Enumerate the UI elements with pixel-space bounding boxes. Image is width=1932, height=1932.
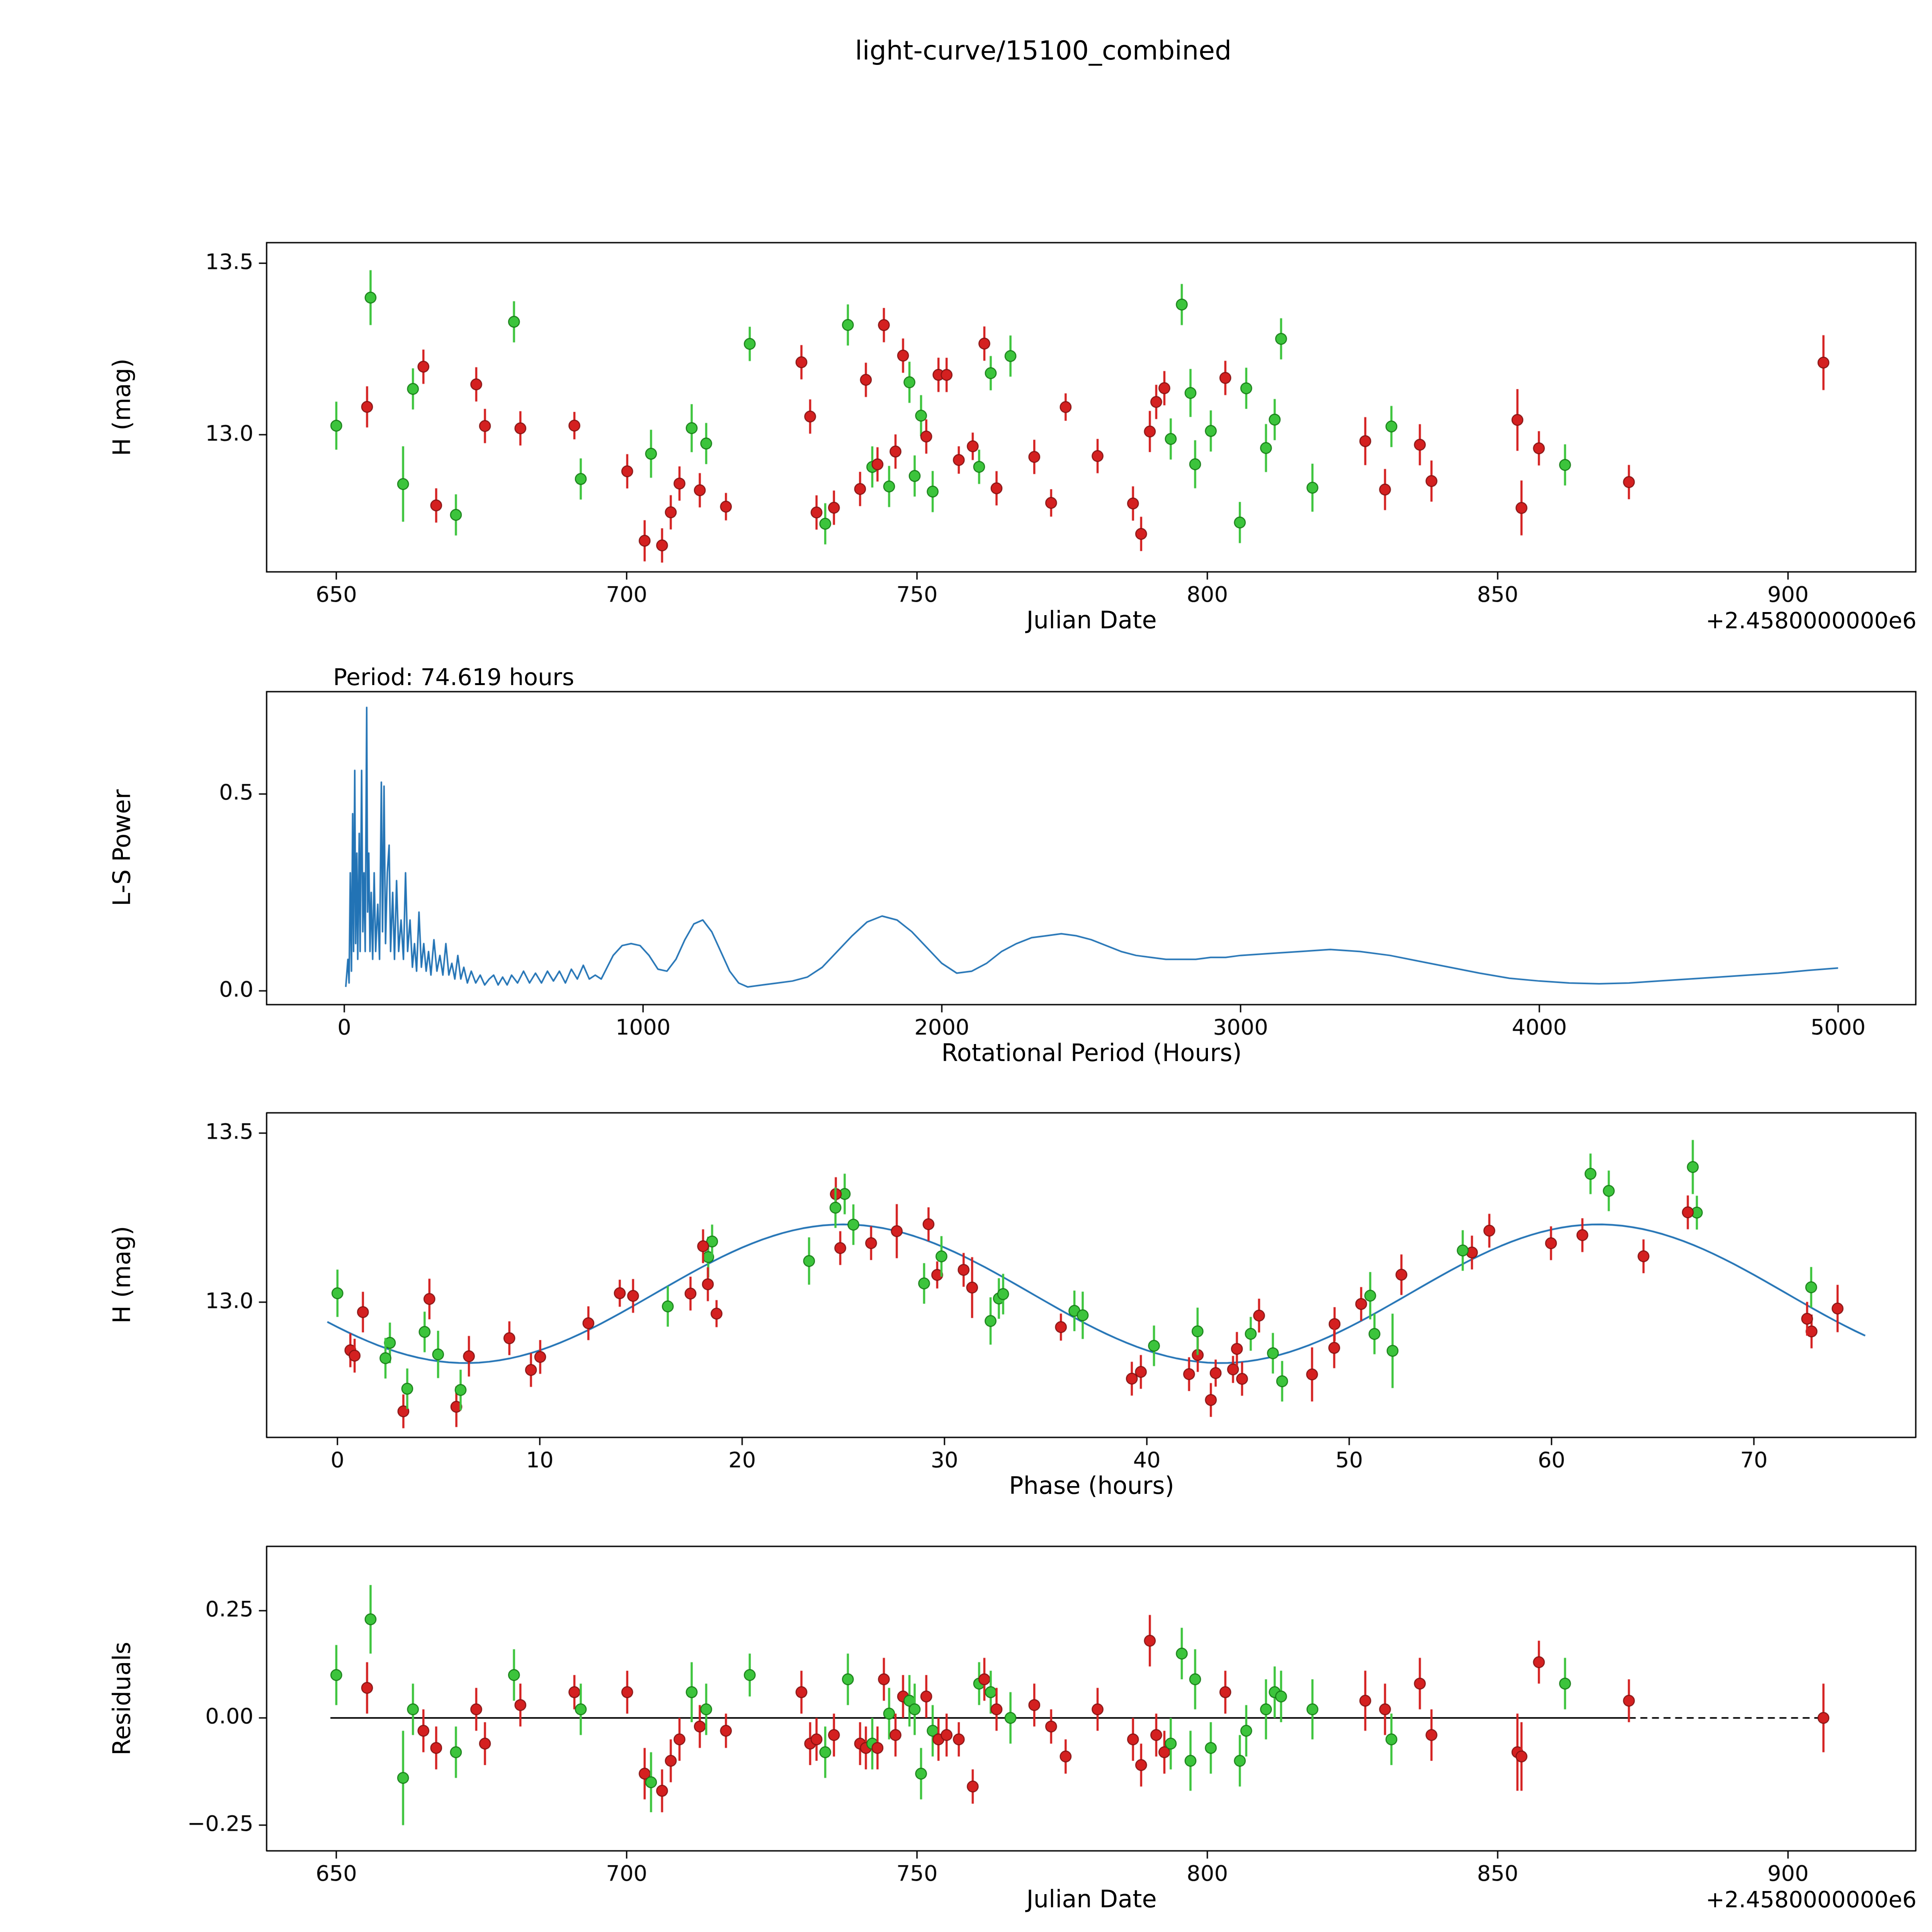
panel4-xlabel: Julian Date — [1026, 1885, 1157, 1913]
panel1-axis-offset: +2.4580000000e6 — [1706, 607, 1917, 634]
panel1-ylabel: H (mag) — [107, 358, 136, 456]
panel4-ylabel: Residuals — [107, 1641, 136, 1756]
panel4-axis-offset: +2.4580000000e6 — [1706, 1886, 1917, 1913]
panel3-ylabel: H (mag) — [107, 1226, 136, 1324]
panel2-xlabel: Rotational Period (Hours) — [941, 1039, 1242, 1067]
panel2-ylabel: L-S Power — [107, 789, 136, 906]
panel1-xlabel: Julian Date — [1026, 606, 1157, 634]
periodogram-period-annotation: Period: 74.619 hours — [333, 664, 575, 691]
panel3-xlabel: Phase (hours) — [1009, 1471, 1174, 1500]
chart-title: light-curve/15100_combined — [855, 36, 1232, 66]
